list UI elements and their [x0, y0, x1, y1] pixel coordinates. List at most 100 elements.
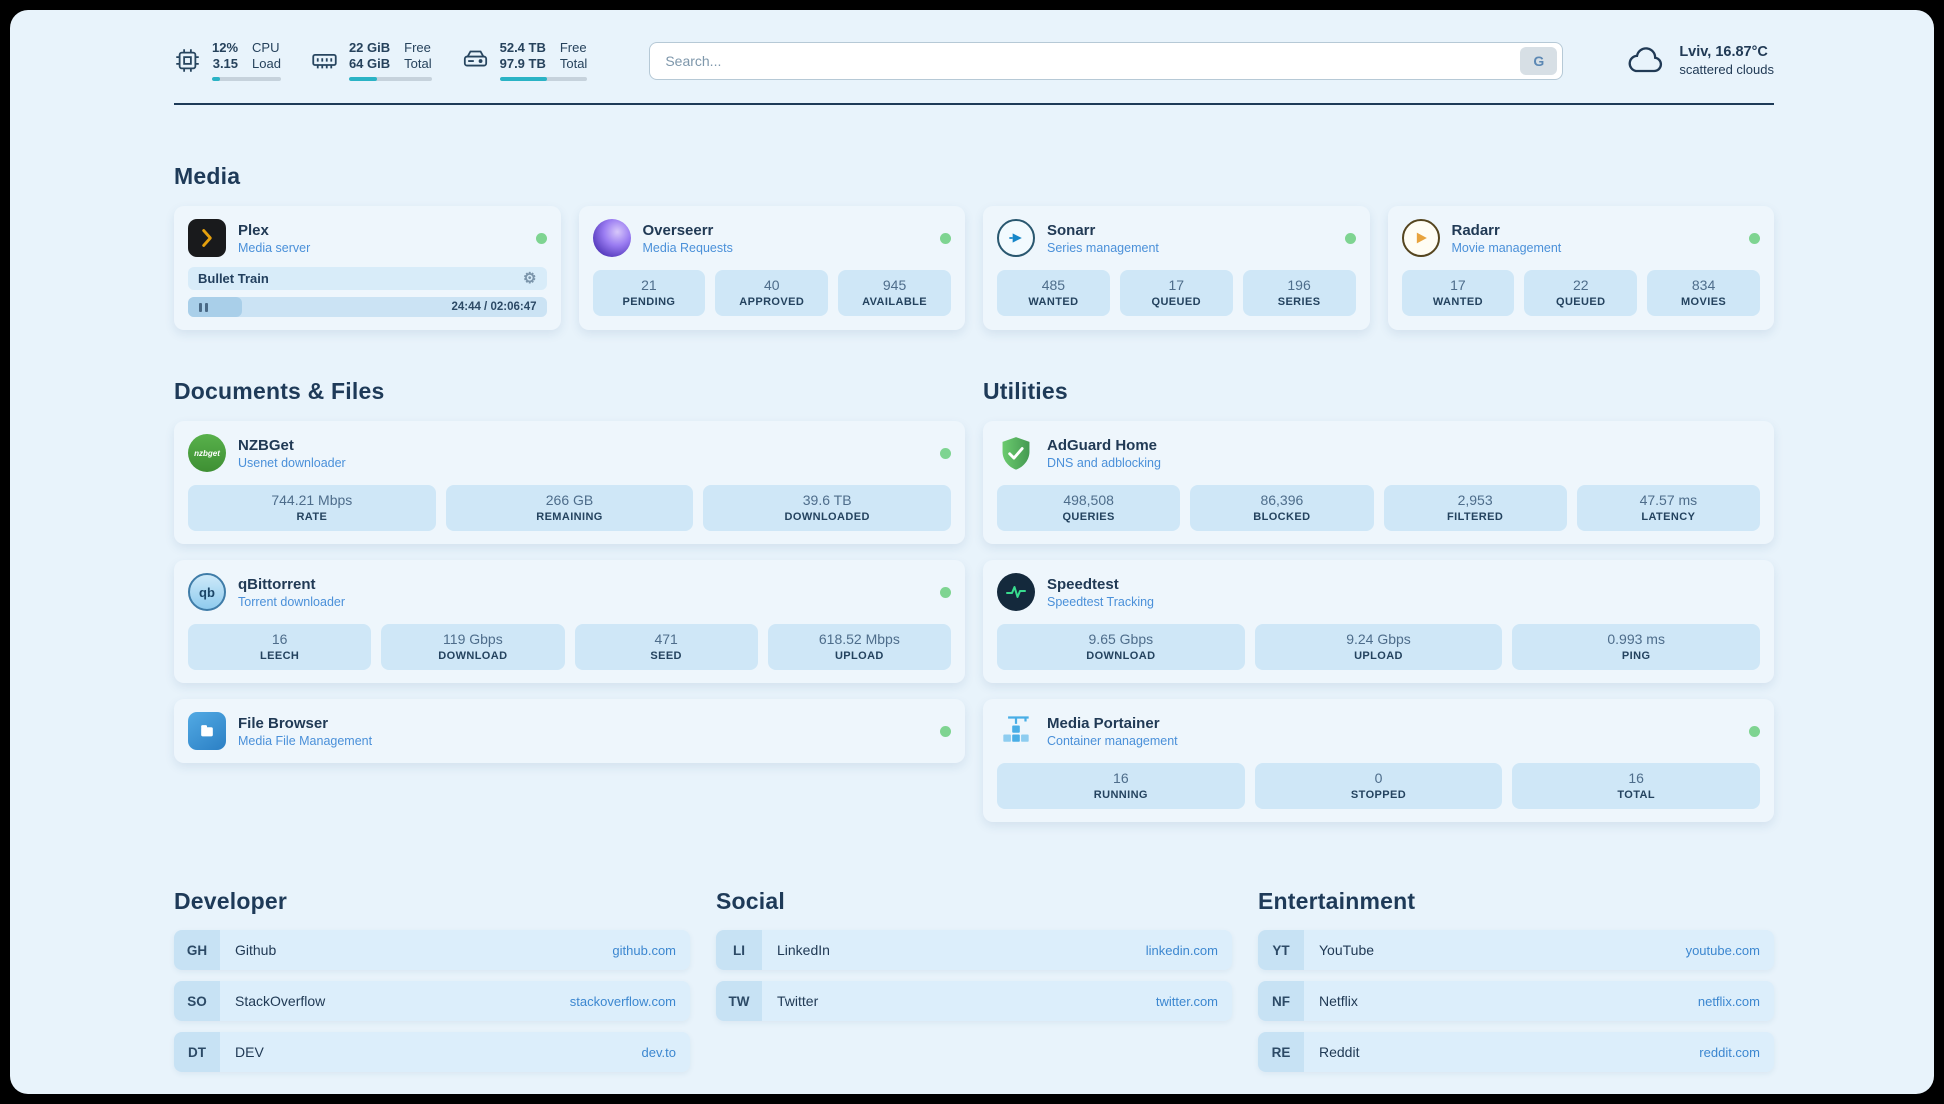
app-subtitle: DNS and adblocking	[1047, 455, 1161, 470]
stat-label: RATE	[296, 511, 328, 523]
stat-value: 196	[1287, 277, 1311, 293]
link-item-linkedin[interactable]: LI LinkedIn linkedin.com	[716, 930, 1232, 970]
card-header: nzbget NZBGet Usenet downloader	[188, 434, 951, 472]
section-documents: Documents & Files nzbget NZBGet Usenet d…	[174, 330, 965, 763]
disk-meter	[499, 77, 588, 81]
stat-label: DOWNLOAD	[438, 650, 508, 662]
card-title: Sonarr Series management	[1047, 222, 1159, 255]
stat-box: 86,396 BLOCKED	[1190, 485, 1374, 531]
ram-meter	[348, 77, 432, 81]
stat-box: 0.993 ms PING	[1512, 624, 1760, 670]
stat-value: 119 Gbps	[443, 631, 503, 647]
card-title: Plex Media server	[238, 222, 310, 255]
link-url[interactable]: github.com	[612, 942, 676, 958]
stats-row: 21 PENDING 40 APPROVED 945 AVAILABLE	[592, 270, 951, 316]
stats-row: 744.21 Mbps RATE 266 GB REMAINING 39.6 T…	[188, 485, 951, 531]
app-name: Media Portainer	[1047, 714, 1160, 732]
playback-time: 24:44 / 02:06:47	[451, 301, 537, 313]
stat-box: 119 Gbps DOWNLOAD	[381, 624, 565, 670]
cpu-load: 3.15	[212, 56, 239, 71]
speedtest-pulse-icon	[997, 573, 1035, 611]
link-item-youtube[interactable]: YT YouTube youtube.com	[1258, 930, 1774, 970]
card-radarr[interactable]: Radarr Movie management 17 WANTED 22 QUE…	[1387, 206, 1774, 330]
app-subtitle: Media File Management	[238, 733, 373, 748]
stat-box: 266 GB REMAINING	[445, 485, 694, 531]
link-item-dev[interactable]: DT DEV dev.to	[174, 1032, 690, 1072]
disk-free: 52.4 TB	[499, 40, 546, 55]
stat-box: 16 LEECH	[188, 624, 372, 670]
status-dot	[535, 232, 547, 244]
link-url[interactable]: netflix.com	[1697, 993, 1760, 1009]
cloud-icon	[1623, 41, 1667, 81]
link-item-netflix[interactable]: NF Netflix netflix.com	[1258, 981, 1774, 1021]
memory-icon	[311, 47, 338, 74]
section-social: Social LI LinkedIn linkedin.com TW Twitt…	[716, 888, 1232, 1072]
stat-box: 47.57 ms LATENCY	[1576, 485, 1760, 531]
app-name: Sonarr	[1047, 221, 1096, 239]
stat-label: RUNNING	[1093, 789, 1148, 801]
card-filebrowser[interactable]: File Browser Media File Management	[174, 699, 965, 763]
stat-value: 0	[1374, 770, 1383, 786]
card-title: Radarr Movie management	[1452, 222, 1562, 255]
app-name: Overseerr	[642, 221, 714, 239]
pause-button[interactable]	[188, 297, 242, 317]
stat-label: BLOCKED	[1253, 511, 1311, 523]
link-item-twitter[interactable]: TW Twitter twitter.com	[716, 981, 1232, 1021]
app-subtitle: Torrent downloader	[238, 594, 346, 609]
disk-total: 97.9 TB	[499, 56, 546, 71]
link-url[interactable]: stackoverflow.com	[569, 993, 676, 1009]
dashboard-main: Media Plex Media server Bullet Train	[10, 163, 1934, 1094]
playback-progress-bar: 24:44 / 02:06:47	[188, 297, 547, 317]
sonarr-icon	[997, 219, 1035, 257]
section-title-entertainment: Entertainment	[1258, 888, 1416, 914]
link-abbr-badge: RE	[1258, 1032, 1304, 1072]
stat-box: 17 QUEUED	[1119, 270, 1233, 316]
card-adguard[interactable]: AdGuard Home DNS and adblocking 498,508 …	[983, 421, 1774, 544]
section-developer: Developer GH Github github.com SO StackO…	[174, 888, 690, 1072]
stat-value: 16	[1113, 770, 1129, 786]
link-url[interactable]: dev.to	[641, 1044, 676, 1060]
card-speedtest[interactable]: Speedtest Speedtest Tracking 9.65 Gbps D…	[983, 560, 1774, 683]
disk-free-label: Free	[559, 40, 587, 55]
app-subtitle: Speedtest Tracking	[1047, 594, 1155, 609]
link-item-stackoverflow[interactable]: SO StackOverflow stackoverflow.com	[174, 981, 690, 1021]
stat-value: 22	[1572, 277, 1589, 293]
disk-total-label: Total	[559, 56, 588, 71]
link-url[interactable]: youtube.com	[1685, 942, 1760, 958]
card-nzbget[interactable]: nzbget NZBGet Usenet downloader 744.21 M…	[174, 421, 965, 544]
stat-label: SEED	[650, 650, 682, 662]
card-portainer[interactable]: Media Portainer Container management 16 …	[983, 699, 1774, 822]
search-bar[interactable]: G	[649, 41, 1564, 80]
ram-total-label: Total	[404, 56, 432, 71]
link-url[interactable]: linkedin.com	[1145, 942, 1218, 958]
disk-meter-fill	[499, 77, 547, 81]
stat-label: AVAILABLE	[862, 296, 928, 308]
ram-free: 22 GiB	[348, 40, 391, 55]
stat-label: QUEUED	[1556, 296, 1606, 308]
card-plex[interactable]: Plex Media server Bullet Train ⚙ 24:44 /…	[174, 206, 561, 330]
link-item-github[interactable]: GH Github github.com	[174, 930, 690, 970]
link-url[interactable]: reddit.com	[1699, 1044, 1760, 1060]
card-overseerr[interactable]: Overseerr Media Requests 21 PENDING 40 A…	[578, 206, 965, 330]
status-dot	[940, 586, 951, 598]
card-sonarr[interactable]: Sonarr Series management 485 WANTED 17 Q…	[983, 206, 1370, 330]
card-title: Overseerr Media Requests	[643, 222, 733, 255]
link-item-reddit[interactable]: RE Reddit reddit.com	[1258, 1032, 1774, 1072]
stat-box: 945 AVAILABLE	[838, 270, 951, 316]
stat-value: 86,396	[1260, 492, 1304, 508]
hard-drive-icon	[462, 47, 489, 74]
gear-icon[interactable]: ⚙	[523, 270, 537, 287]
stat-label: QUEUED	[1151, 296, 1201, 308]
search-input[interactable]	[650, 52, 1521, 69]
link-url[interactable]: twitter.com	[1155, 993, 1218, 1009]
link-abbr-badge: NF	[1258, 981, 1304, 1021]
search-engine-button[interactable]: G	[1520, 46, 1558, 75]
card-qbittorrent[interactable]: qb qBittorrent Torrent downloader 16 LEE…	[174, 560, 965, 683]
stat-value: 21	[641, 277, 657, 293]
status-dot	[1749, 232, 1760, 244]
app-name: Plex	[238, 221, 269, 239]
card-header: Plex Media server	[188, 219, 547, 257]
app-subtitle: Movie management	[1451, 240, 1562, 255]
card-title: AdGuard Home DNS and adblocking	[1047, 437, 1161, 470]
status-dot	[940, 447, 951, 459]
